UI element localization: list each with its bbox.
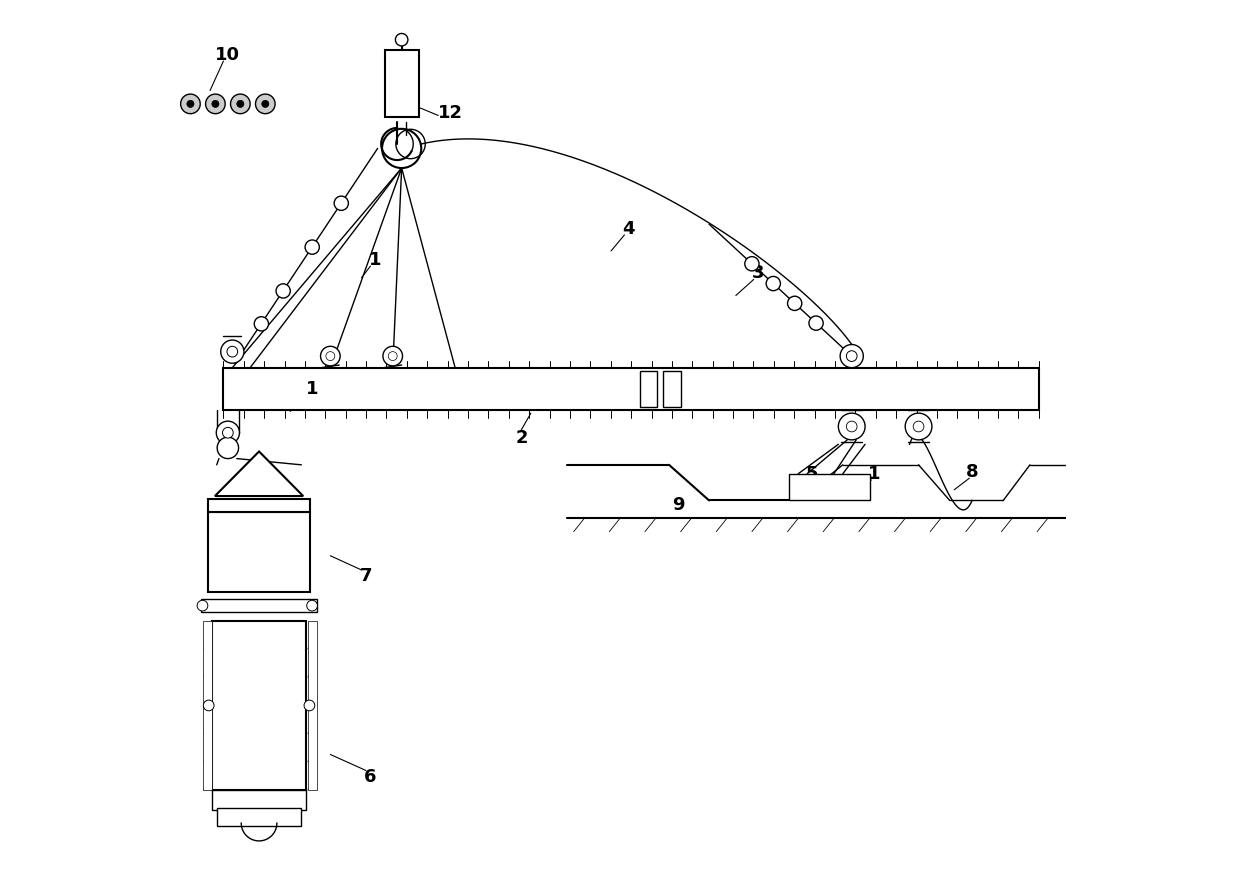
- Bar: [208, 499, 310, 512]
- Circle shape: [787, 296, 802, 310]
- Circle shape: [321, 346, 340, 366]
- Bar: [662, 371, 681, 408]
- Circle shape: [255, 94, 275, 114]
- Bar: [212, 620, 306, 790]
- Text: 12: 12: [438, 104, 464, 122]
- Bar: [223, 367, 1039, 410]
- Circle shape: [808, 316, 823, 330]
- Text: 8: 8: [966, 463, 978, 481]
- Circle shape: [187, 100, 193, 107]
- Circle shape: [216, 421, 239, 444]
- Text: 10: 10: [216, 46, 241, 63]
- Circle shape: [206, 94, 226, 114]
- Circle shape: [326, 351, 335, 360]
- Text: 4: 4: [622, 220, 635, 238]
- Circle shape: [334, 196, 348, 210]
- Bar: [640, 371, 657, 408]
- Circle shape: [841, 344, 863, 367]
- Circle shape: [277, 283, 290, 298]
- Bar: [384, 50, 419, 117]
- Circle shape: [221, 340, 244, 363]
- Text: 3: 3: [751, 265, 764, 283]
- Circle shape: [838, 413, 866, 440]
- Bar: [217, 808, 301, 826]
- Circle shape: [847, 421, 857, 432]
- Circle shape: [745, 257, 759, 271]
- Circle shape: [388, 351, 397, 360]
- Text: 1: 1: [368, 251, 381, 269]
- Circle shape: [396, 33, 408, 46]
- Bar: [208, 512, 310, 592]
- Circle shape: [905, 413, 932, 440]
- Circle shape: [383, 346, 403, 366]
- Text: 2: 2: [516, 429, 528, 447]
- Circle shape: [237, 100, 244, 107]
- Circle shape: [203, 700, 215, 711]
- Circle shape: [227, 346, 238, 357]
- Text: 5: 5: [805, 465, 818, 483]
- Text: 9: 9: [672, 496, 684, 514]
- Text: 7: 7: [360, 567, 372, 586]
- Bar: [790, 474, 869, 501]
- Circle shape: [231, 94, 250, 114]
- Circle shape: [847, 350, 857, 361]
- Circle shape: [181, 94, 200, 114]
- Circle shape: [306, 600, 317, 611]
- Circle shape: [305, 240, 320, 254]
- Bar: [212, 790, 306, 810]
- Circle shape: [217, 437, 238, 459]
- Circle shape: [197, 600, 208, 611]
- Circle shape: [262, 100, 269, 107]
- Circle shape: [222, 427, 233, 438]
- Circle shape: [212, 100, 219, 107]
- Circle shape: [254, 316, 269, 331]
- Circle shape: [304, 700, 315, 711]
- Bar: [201, 599, 317, 611]
- Circle shape: [913, 421, 924, 432]
- Bar: [203, 620, 212, 790]
- Text: 1: 1: [868, 465, 880, 483]
- Circle shape: [766, 276, 780, 291]
- Text: 1: 1: [306, 380, 319, 398]
- Polygon shape: [215, 451, 303, 496]
- Text: 6: 6: [365, 768, 377, 786]
- Bar: [308, 620, 316, 790]
